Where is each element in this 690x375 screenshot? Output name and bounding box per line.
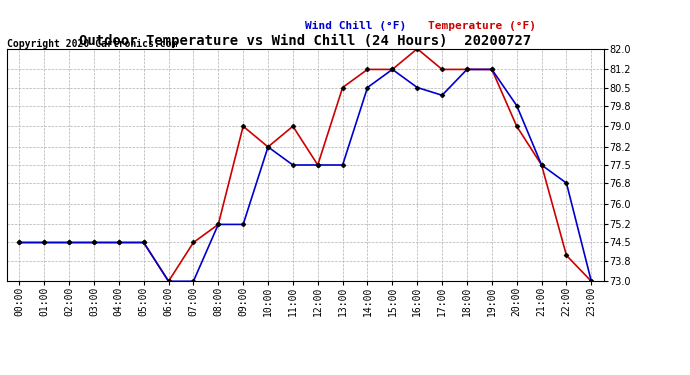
Text: Wind Chill (°F): Wind Chill (°F) xyxy=(305,21,406,32)
Text: Copyright 2020 Cartronics.com: Copyright 2020 Cartronics.com xyxy=(7,39,177,50)
Text: Temperature (°F): Temperature (°F) xyxy=(428,21,535,32)
Title: Outdoor Temperature vs Wind Chill (24 Hours)  20200727: Outdoor Temperature vs Wind Chill (24 Ho… xyxy=(79,33,531,48)
